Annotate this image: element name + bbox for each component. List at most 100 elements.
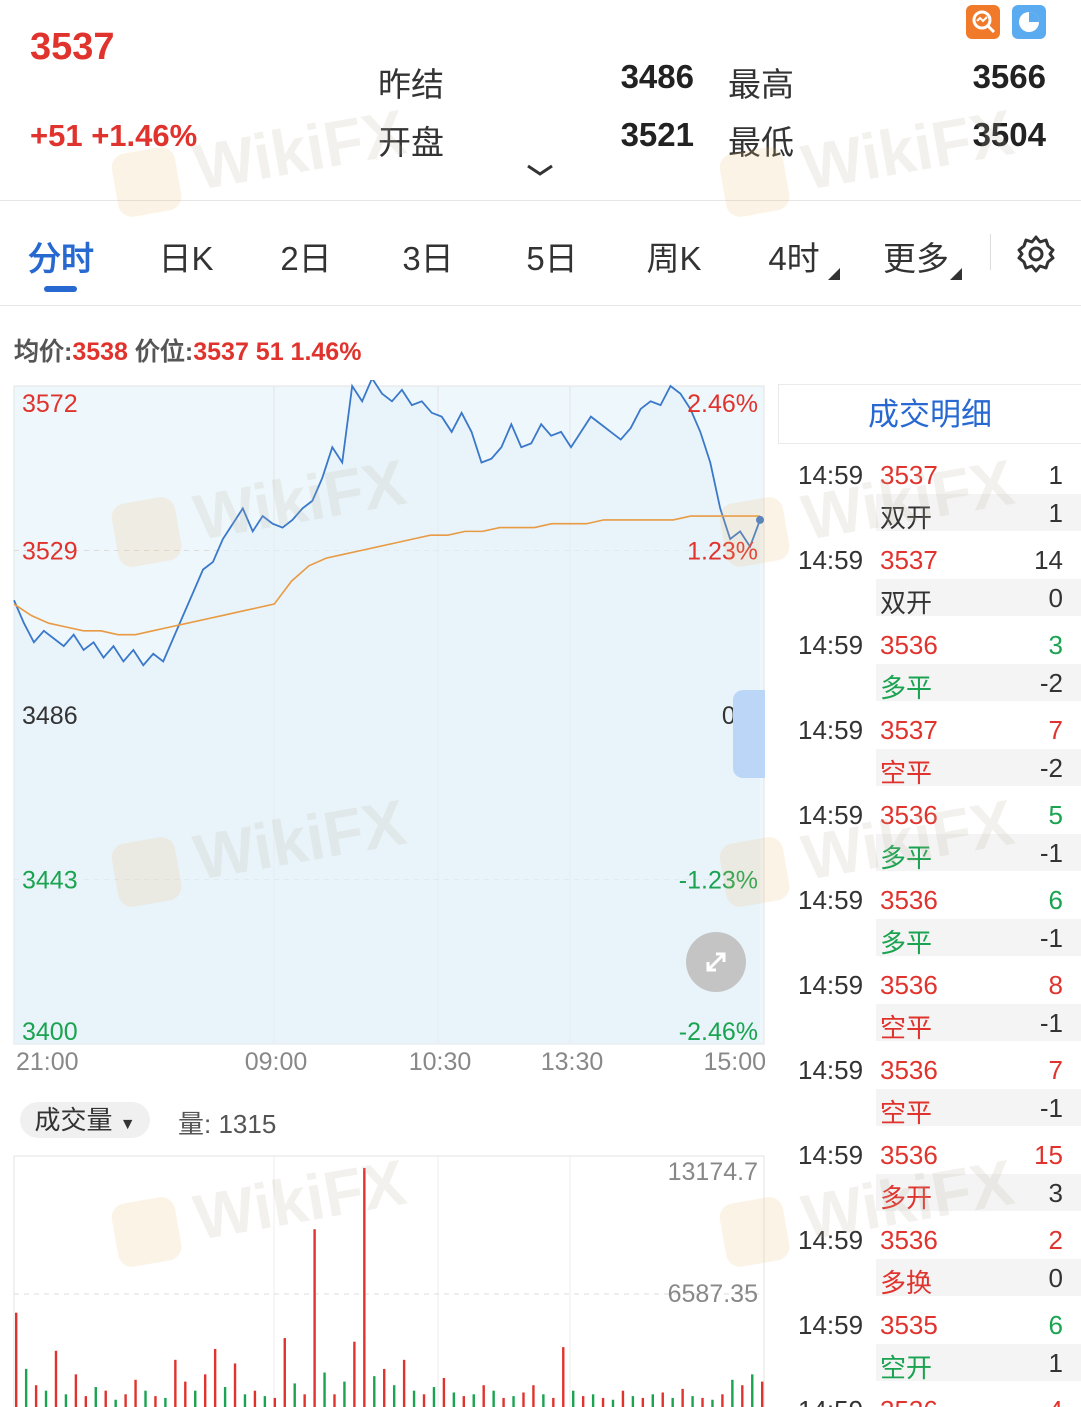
volume-bar <box>581 1396 585 1407</box>
volume-bar <box>64 1394 68 1407</box>
trade-row[interactable]: 14:59 3537 7 空平 -2 <box>778 705 1081 790</box>
trade-row[interactable]: 14:59 3536 6 多平 -1 <box>778 875 1081 960</box>
volume-bar <box>392 1385 396 1407</box>
trade-row[interactable]: 14:59 3536 2 多换 0 <box>778 1215 1081 1300</box>
side-drawer-handle[interactable] <box>733 690 765 778</box>
trade-row[interactable]: 14:59 3536 15 多开 3 <box>778 1130 1081 1215</box>
y-tick-label-left: 3572 <box>22 390 78 418</box>
tab-2-day[interactable]: 2日 <box>280 240 332 277</box>
volume-bar <box>213 1348 217 1407</box>
search-chart-icon[interactable] <box>966 5 1000 39</box>
trade-price: 3536 <box>880 1055 938 1085</box>
trade-open-interest-change: 3 <box>1048 1178 1063 1208</box>
pie-chart-icon[interactable] <box>1012 5 1046 39</box>
volume-bar <box>203 1374 207 1407</box>
volume-bar <box>432 1387 436 1407</box>
volume-selector-label: 成交量 <box>34 1105 113 1135</box>
chevron-down-icon[interactable] <box>522 158 558 184</box>
volume-bar <box>442 1377 446 1407</box>
trade-row[interactable]: 14:59 3535 6 空开 1 <box>778 1300 1081 1385</box>
volume-bar-chart[interactable]: 13174.7 6587.35 <box>0 1150 780 1407</box>
trade-type: 多换 <box>880 1268 933 1298</box>
trade-row[interactable]: 14:59 3537 14 双开 0 <box>778 535 1081 620</box>
trade-row-band <box>876 1174 1081 1211</box>
volume-selector[interactable]: 成交量 ▼ <box>20 1102 150 1138</box>
tab-timeshare[interactable]: 分时 <box>28 240 94 277</box>
expand-icon[interactable] <box>686 932 746 992</box>
trade-row[interactable]: 14:59 3536 3 多平 -2 <box>778 620 1081 705</box>
trade-quantity: 4 <box>1049 1395 1063 1407</box>
trade-time: 14:59 <box>798 1055 864 1085</box>
trade-row[interactable]: 14:59 3536 5 多平 -1 <box>778 790 1081 875</box>
trade-time: 14:59 <box>798 715 864 745</box>
y-tick-label-left: 3443 <box>22 867 78 895</box>
gear-icon[interactable] <box>1016 234 1056 274</box>
volume-bar <box>751 1374 754 1407</box>
volume-bar <box>383 1368 386 1407</box>
price-area <box>14 380 760 1044</box>
volume-bar <box>174 1359 177 1407</box>
volume-bar <box>761 1381 764 1407</box>
last-price-point <box>756 515 764 524</box>
tab-more[interactable]: 更多 <box>883 240 949 277</box>
volume-bar <box>223 1387 227 1407</box>
trade-row[interactable]: 14:59 3536 4 <box>778 1385 1081 1407</box>
trade-row[interactable]: 14:59 3536 7 空平 -1 <box>778 1045 1081 1130</box>
volume-bar <box>681 1388 684 1407</box>
position-label: 价位: <box>134 338 194 366</box>
y-tick-label-left: 3400 <box>22 1018 78 1046</box>
trade-type: 空平 <box>880 1098 933 1128</box>
volume-bar <box>591 1394 595 1407</box>
quote-label-high: 最高 <box>728 66 794 103</box>
x-tick-label: 13:30 <box>541 1048 604 1076</box>
trade-open-interest-change: -1 <box>1039 923 1063 953</box>
volume-bar <box>661 1392 664 1407</box>
trade-price: 3536 <box>880 1140 938 1170</box>
trade-type: 空开 <box>880 1353 933 1383</box>
trade-price: 3537 <box>880 460 938 490</box>
trade-time: 14:59 <box>798 630 864 660</box>
volume-bar <box>323 1372 326 1407</box>
volume-bar <box>512 1396 515 1407</box>
trade-row-band <box>876 494 1081 531</box>
tab-5-day[interactable]: 5日 <box>526 240 578 277</box>
trade-type: 多平 <box>880 928 933 958</box>
volume-bar <box>233 1363 237 1407</box>
y-tick-label-left: 3486 <box>22 702 78 730</box>
trade-type: 空平 <box>880 1013 933 1043</box>
trade-quantity: 15 <box>1034 1140 1063 1170</box>
timeshare-price-chart[interactable]: 357235293486344334002.46%1.23%0%-1.23%-2… <box>0 380 780 1080</box>
x-tick-label: 10:30 <box>409 1048 472 1076</box>
tab-daily-k[interactable]: 日K <box>158 240 214 277</box>
dropdown-caret-icon: ▼ <box>119 1116 136 1133</box>
trade-details-title[interactable]: 成交明细 <box>778 384 1081 444</box>
trade-type: 双开 <box>880 503 933 533</box>
volume-bar <box>572 1390 575 1407</box>
tab-4-hour[interactable]: 4时 <box>768 240 820 277</box>
trade-open-interest-change: -1 <box>1039 1008 1063 1038</box>
volume-bar <box>522 1392 525 1407</box>
tab-weekly-k[interactable]: 周K <box>646 240 702 277</box>
volume-bar <box>24 1368 28 1407</box>
trade-time: 14:59 <box>798 800 864 830</box>
volume-bar <box>124 1394 127 1407</box>
trade-row[interactable]: 14:59 3537 1 双开 1 <box>778 450 1081 535</box>
volume-bar <box>94 1387 97 1407</box>
volume-bar <box>741 1385 744 1407</box>
y-tick-label-right: -1.23% <box>679 867 758 895</box>
trade-row-band <box>876 664 1081 701</box>
avg-price-label: 均价: <box>14 338 73 366</box>
volume-bar <box>333 1394 336 1407</box>
x-tick-label: 09:00 <box>245 1048 308 1076</box>
tab-3-day[interactable]: 3日 <box>402 240 454 277</box>
x-tick-label: 21:00 <box>16 1048 79 1076</box>
trade-quantity: 7 <box>1048 715 1063 745</box>
trade-price: 3536 <box>880 800 938 830</box>
y-tick-label-left: 3529 <box>22 538 78 566</box>
volume-bar <box>502 1397 505 1407</box>
header-divider <box>0 200 1081 201</box>
trade-details-panel[interactable]: 成交明细 14:59 3537 1 双开 1 14:59 3537 14 双开 0 14:59 353… <box>778 384 1081 1407</box>
trade-price: 3536 <box>880 1395 938 1407</box>
trade-row-band <box>876 749 1081 786</box>
trade-row[interactable]: 14:59 3536 8 空平 -1 <box>778 960 1081 1045</box>
